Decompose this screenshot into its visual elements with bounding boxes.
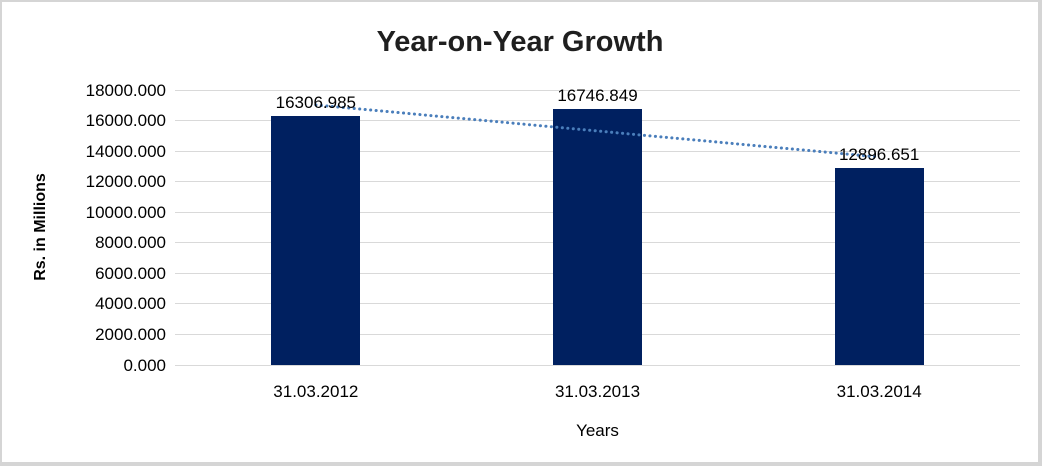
bar-31.03.2012 (271, 115, 361, 365)
x-tick-label: 31.03.2014 (836, 382, 922, 401)
y-tick-label: 10000.000 (85, 202, 166, 222)
y-tick-label: 0.000 (123, 355, 166, 375)
y-tick-label: 4000.000 (95, 294, 166, 314)
y-tick-label: 14000.000 (85, 141, 166, 161)
y-tick-label: 12000.000 (85, 172, 166, 192)
plot-area: 16306.985 16746.849 12896.651 (175, 86, 1020, 366)
y-tick-label: 8000.000 (95, 233, 166, 253)
chart-title: Year-on-Year Growth (376, 26, 664, 58)
bar-31.03.2014 (834, 167, 924, 365)
trendline-dotted (314, 103, 881, 159)
x-tick-label: 31.03.2012 (273, 382, 359, 401)
x-tick-label: 31.03.2013 (554, 382, 641, 401)
y-tick-label: 16000.000 (85, 111, 166, 131)
gridline (175, 364, 1020, 366)
gridline (175, 89, 1020, 91)
data-label: 16746.849 (557, 86, 638, 106)
data-label: 16306.985 (275, 92, 357, 112)
data-label: 12896.651 (838, 144, 920, 164)
y-tick-label: 18000.000 (85, 80, 166, 100)
bar-31.03.2013 (553, 109, 642, 365)
y-axis-title: Rs. in Millions (32, 173, 49, 281)
y-tick-label: 2000.000 (95, 324, 166, 344)
y-tick-label: 6000.000 (95, 263, 166, 283)
trendline (314, 103, 881, 159)
x-axis-title: Years (576, 421, 619, 440)
